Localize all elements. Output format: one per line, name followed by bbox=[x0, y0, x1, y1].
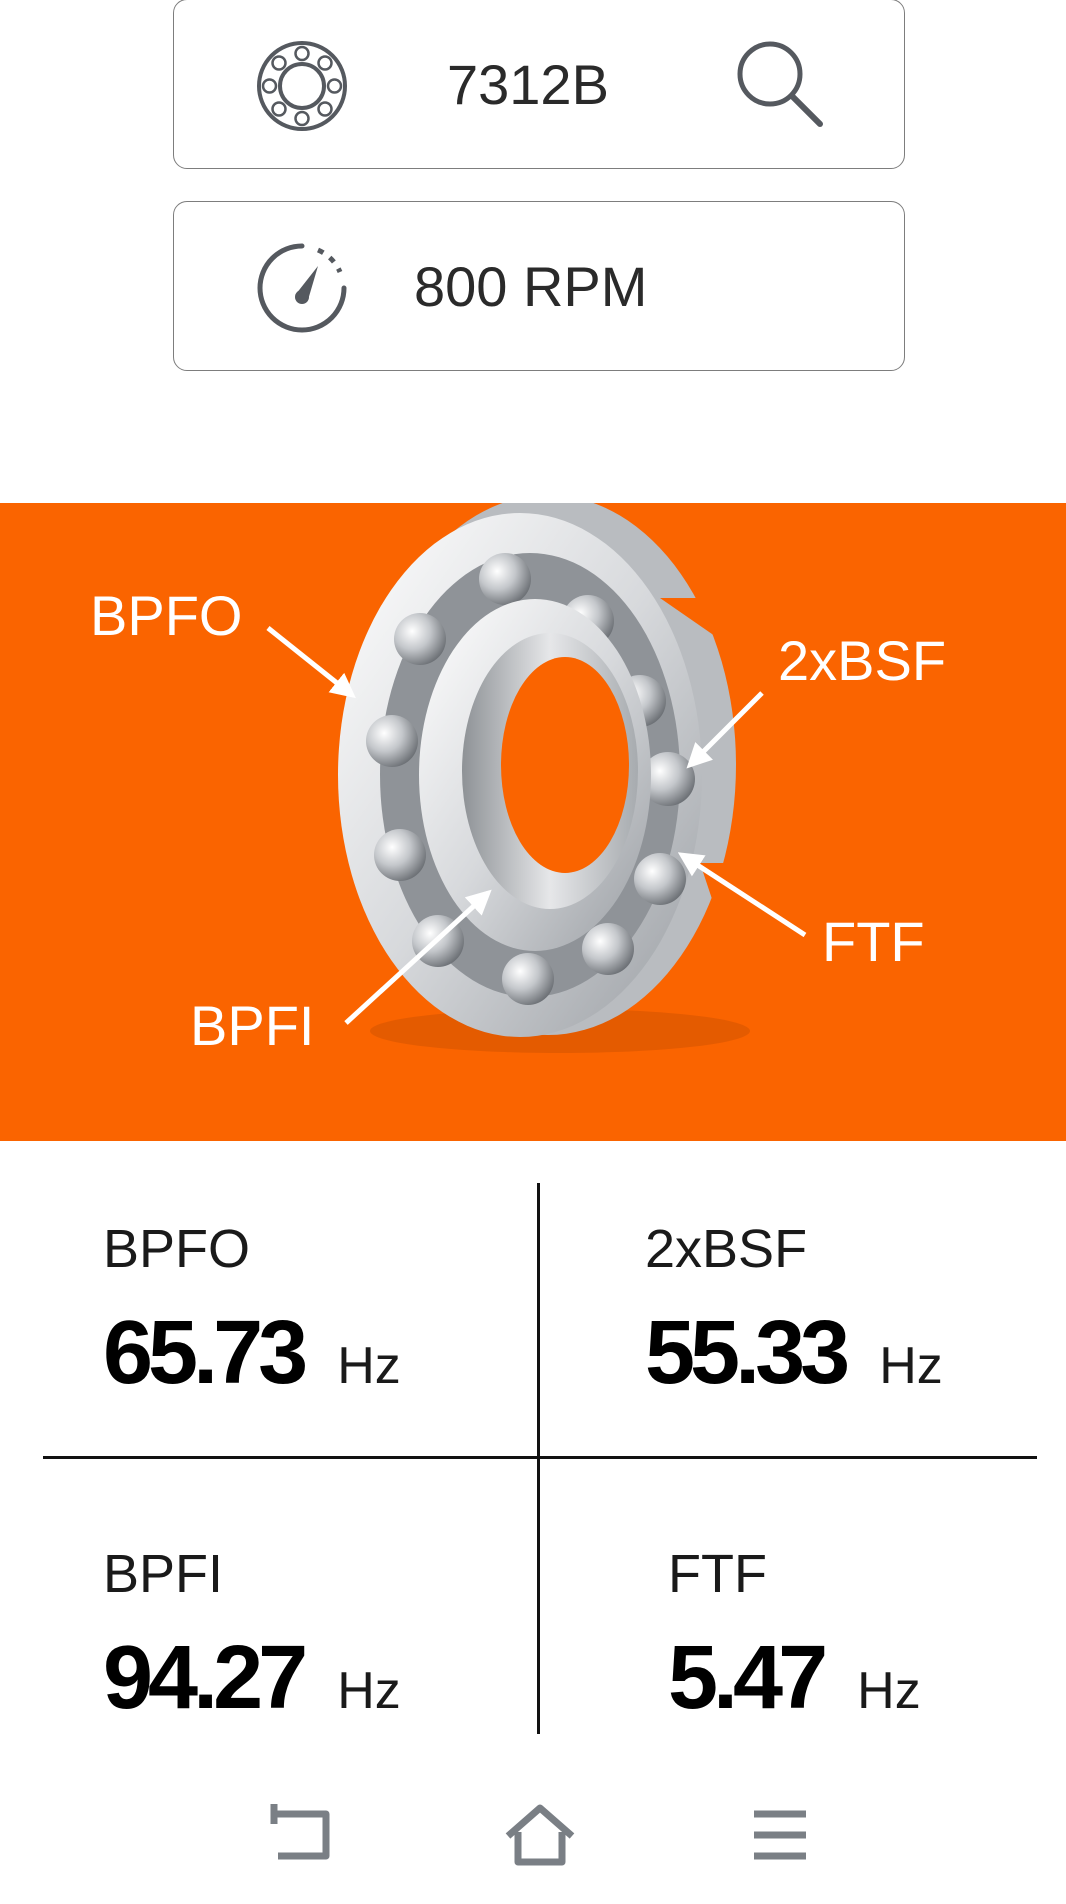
speedometer-icon bbox=[257, 243, 347, 333]
result-unit: Hz bbox=[337, 1662, 401, 1720]
result-bpfo: BPFO 65.73 Hz bbox=[103, 1218, 401, 1405]
bearing-illustration bbox=[266, 503, 807, 1053]
bearing-icon bbox=[257, 41, 347, 131]
bearing-diagram: BPFO 2xBSF FTF BPFI bbox=[0, 503, 1066, 1141]
search-icon[interactable] bbox=[732, 36, 828, 132]
result-name: 2xBSF bbox=[645, 1219, 808, 1279]
speed-value[interactable]: 800 RPM bbox=[414, 255, 648, 318]
result-value: 94.27 bbox=[103, 1628, 308, 1728]
result-value: 65.73 bbox=[103, 1303, 308, 1403]
home-icon[interactable] bbox=[500, 1800, 580, 1870]
result-bpfi: BPFI 94.27 Hz bbox=[103, 1543, 401, 1730]
result-unit: Hz bbox=[879, 1337, 943, 1395]
result-bsf: 2xBSF 55.33 Hz bbox=[645, 1218, 943, 1405]
bearing-model-value[interactable]: 7312B bbox=[447, 53, 609, 116]
result-name: FTF bbox=[668, 1544, 767, 1604]
result-value: 55.33 bbox=[645, 1303, 850, 1403]
diagram-label-bpfi: BPFI bbox=[190, 994, 315, 1057]
result-unit: Hz bbox=[857, 1662, 921, 1720]
result-name: BPFI bbox=[103, 1544, 224, 1604]
results-divider-horizontal bbox=[43, 1456, 1037, 1459]
result-unit: Hz bbox=[337, 1337, 401, 1395]
menu-icon[interactable] bbox=[740, 1800, 820, 1870]
back-icon[interactable] bbox=[260, 1800, 340, 1870]
bearing-model-field[interactable]: 7312B bbox=[173, 0, 905, 169]
diagram-label-bsf: 2xBSF bbox=[778, 629, 947, 692]
result-value: 5.47 bbox=[668, 1628, 828, 1728]
result-name: BPFO bbox=[103, 1219, 251, 1279]
diagram-label-bpfo: BPFO bbox=[90, 584, 243, 647]
speed-field[interactable]: 800 RPM bbox=[173, 201, 905, 371]
diagram-label-ftf: FTF bbox=[822, 910, 925, 973]
result-ftf: FTF 5.47 Hz bbox=[668, 1543, 921, 1730]
